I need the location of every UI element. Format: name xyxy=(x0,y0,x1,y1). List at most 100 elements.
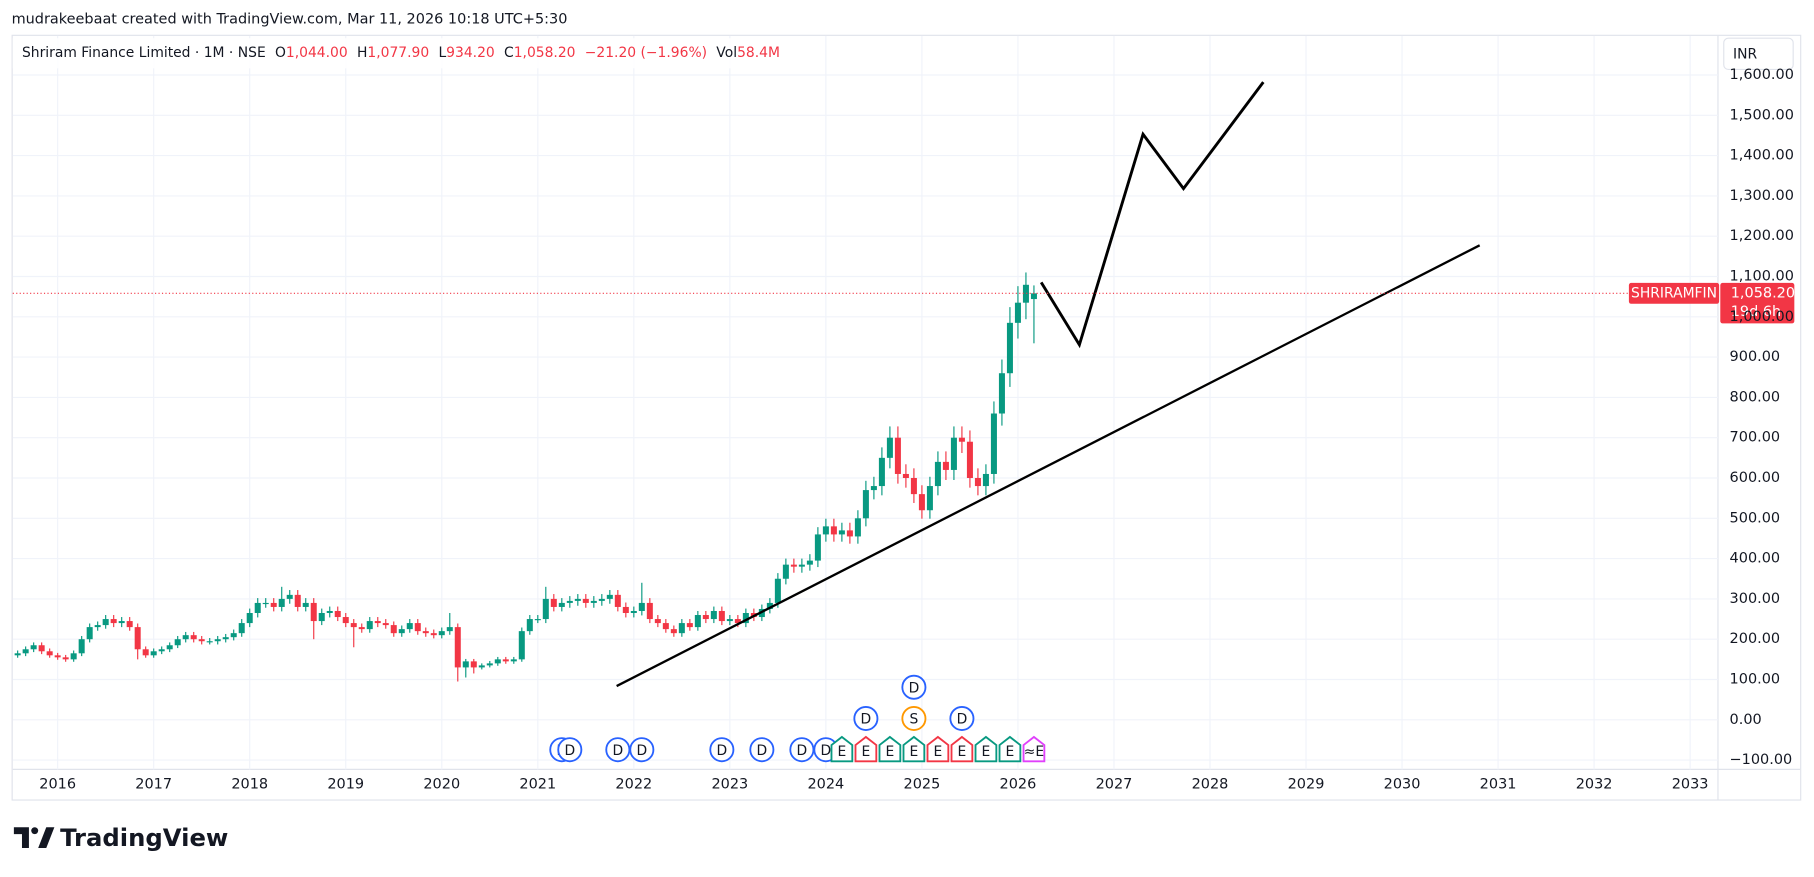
event-marker[interactable] xyxy=(974,735,998,763)
symbol-label-bg xyxy=(1628,282,1720,304)
trend-line[interactable] xyxy=(616,244,1481,688)
y-tick-label: 700.00 xyxy=(1730,430,1781,446)
event-label[interactable]: S xyxy=(910,712,919,728)
event-marker[interactable] xyxy=(557,737,583,763)
event-marker[interactable] xyxy=(902,735,926,763)
event-marker[interactable] xyxy=(901,674,927,700)
candle-body xyxy=(238,623,245,634)
candle-body xyxy=(342,617,349,624)
legend-key: Vol xyxy=(716,45,737,61)
event-label[interactable]: D xyxy=(909,680,920,696)
event-label[interactable]: E xyxy=(1006,744,1015,760)
candle-body xyxy=(886,437,893,458)
candle-body xyxy=(382,623,389,626)
candle-body xyxy=(278,598,285,607)
candle-body xyxy=(334,610,341,618)
event-marker[interactable] xyxy=(853,705,879,731)
candle-body xyxy=(734,619,741,624)
candle-body xyxy=(534,619,541,621)
event-marker[interactable] xyxy=(998,735,1022,763)
symbol-label: SHRIRAMFIN xyxy=(1631,285,1717,301)
candle-body xyxy=(622,606,629,614)
x-tick-label: 2026 xyxy=(1000,776,1037,792)
event-label[interactable]: E xyxy=(886,744,895,760)
event-label[interactable]: D xyxy=(564,743,575,759)
y-tick-label: 800.00 xyxy=(1730,389,1781,405)
candle-body xyxy=(838,530,845,535)
candle-body xyxy=(870,486,877,491)
event-label[interactable]: D xyxy=(612,743,623,759)
x-tick-label: 2018 xyxy=(231,776,268,792)
event-label[interactable]: D xyxy=(797,743,808,759)
candle-body xyxy=(774,578,781,603)
candle-body xyxy=(894,437,901,474)
event-label[interactable]: E xyxy=(910,744,919,760)
candle-body xyxy=(966,441,973,478)
candle-body xyxy=(974,477,981,487)
x-tick-label: 2031 xyxy=(1480,776,1517,792)
event-label[interactable]: D xyxy=(636,743,647,759)
projection-path[interactable] xyxy=(1039,81,1265,349)
candle-body xyxy=(590,600,597,603)
candle-body xyxy=(390,625,397,634)
x-tick-label: 2033 xyxy=(1672,776,1709,792)
x-tick-label: 2027 xyxy=(1096,776,1133,792)
candle-body xyxy=(702,615,709,620)
event-marker[interactable] xyxy=(830,735,854,763)
candle-body xyxy=(270,602,277,607)
y-tick-label: 200.00 xyxy=(1730,631,1781,647)
candle-body xyxy=(638,602,645,611)
event-marker[interactable] xyxy=(878,735,902,763)
y-tick-label: 300.00 xyxy=(1730,591,1781,607)
candle-body xyxy=(782,564,789,579)
candle-body xyxy=(86,627,93,640)
candle-body xyxy=(214,639,221,642)
y-tick-label: 1,200.00 xyxy=(1730,228,1794,244)
event-label[interactable]: E xyxy=(837,744,846,760)
event-marker[interactable] xyxy=(709,737,735,763)
y-tick-label: 100.00 xyxy=(1730,671,1781,687)
candle-body xyxy=(654,619,661,624)
y-tick-label: 1,300.00 xyxy=(1730,188,1794,204)
candle-body xyxy=(62,657,69,660)
event-label[interactable]: D xyxy=(821,743,832,759)
event-label[interactable]: E xyxy=(862,744,871,760)
event-label[interactable]: E xyxy=(934,744,943,760)
logo-part xyxy=(13,827,29,849)
event-marker[interactable] xyxy=(901,705,927,731)
event-label[interactable]: D xyxy=(957,712,968,728)
event-label[interactable]: D xyxy=(757,743,768,759)
event-label[interactable]: ≈E xyxy=(1024,744,1044,760)
candle-body xyxy=(166,645,173,650)
candle-body xyxy=(350,623,357,628)
event-label[interactable]: E xyxy=(958,744,967,760)
event-marker[interactable] xyxy=(949,705,975,731)
y-tick-label: 900.00 xyxy=(1730,349,1781,365)
event-marker[interactable] xyxy=(629,737,655,763)
event-label[interactable]: D xyxy=(861,712,872,728)
candles xyxy=(14,272,1037,682)
y-tick-label: 1,000.00 xyxy=(1730,309,1794,325)
currency-button[interactable] xyxy=(1723,37,1794,71)
event-label[interactable]: D xyxy=(717,743,728,759)
candle-body xyxy=(662,623,669,630)
candle-body xyxy=(830,526,837,535)
x-tick-label: 2025 xyxy=(904,776,941,792)
candle-body xyxy=(502,659,509,662)
event-marker[interactable] xyxy=(854,735,878,763)
currency[interactable]: INR xyxy=(1733,46,1757,62)
candle-body xyxy=(454,627,461,668)
candle-body xyxy=(22,649,29,654)
candle-body xyxy=(54,655,61,658)
event-marker[interactable] xyxy=(950,735,974,763)
candle-body xyxy=(814,534,821,561)
event-marker[interactable] xyxy=(749,737,775,763)
candle-body xyxy=(174,639,181,646)
event-label[interactable]: E xyxy=(982,744,991,760)
candle-body xyxy=(150,651,157,656)
candle-body xyxy=(542,598,549,620)
candle-body xyxy=(606,594,613,599)
event-marker[interactable] xyxy=(1022,735,1046,763)
event-marker[interactable] xyxy=(926,735,950,763)
